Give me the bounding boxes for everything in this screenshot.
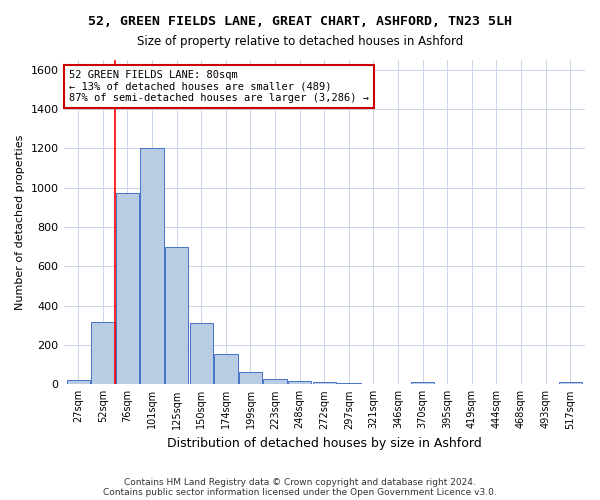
Text: Size of property relative to detached houses in Ashford: Size of property relative to detached ho… — [137, 35, 463, 48]
Text: 52 GREEN FIELDS LANE: 80sqm
← 13% of detached houses are smaller (489)
87% of se: 52 GREEN FIELDS LANE: 80sqm ← 13% of det… — [69, 70, 369, 103]
Bar — [67, 380, 90, 384]
Bar — [190, 324, 213, 384]
Text: 52, GREEN FIELDS LANE, GREAT CHART, ASHFORD, TN23 5LH: 52, GREEN FIELDS LANE, GREAT CHART, ASHF… — [88, 15, 512, 28]
Bar — [288, 382, 311, 384]
Bar — [116, 192, 139, 384]
Bar — [140, 148, 164, 384]
Bar — [263, 380, 287, 384]
Bar — [411, 382, 434, 384]
Bar — [313, 382, 336, 384]
Y-axis label: Number of detached properties: Number of detached properties — [15, 134, 25, 310]
X-axis label: Distribution of detached houses by size in Ashford: Distribution of detached houses by size … — [167, 437, 482, 450]
Bar — [559, 382, 582, 384]
Bar — [239, 372, 262, 384]
Bar — [214, 354, 238, 384]
Bar — [91, 322, 115, 384]
Bar — [165, 246, 188, 384]
Text: Contains HM Land Registry data © Crown copyright and database right 2024.
Contai: Contains HM Land Registry data © Crown c… — [103, 478, 497, 497]
